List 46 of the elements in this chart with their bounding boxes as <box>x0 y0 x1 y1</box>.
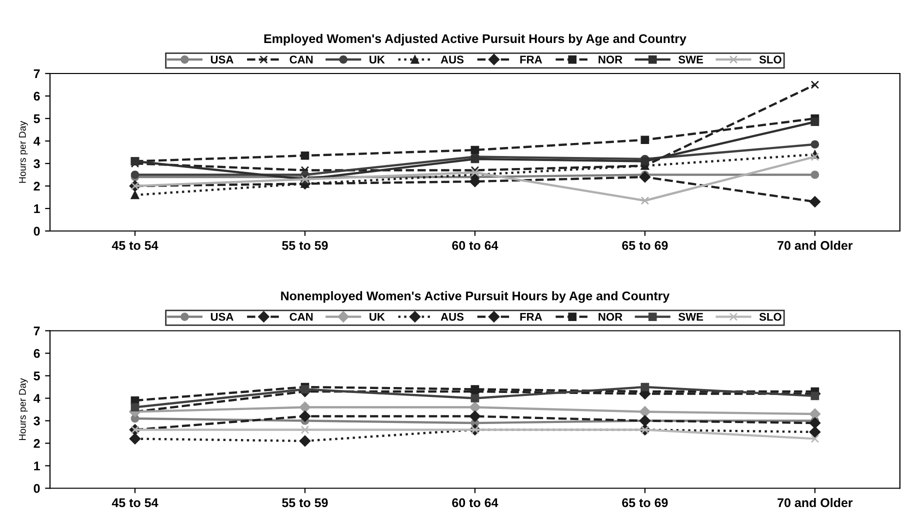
y-tick-label: 1 <box>34 204 40 214</box>
legend-label: SLO <box>759 312 782 321</box>
x-tick-label: 60 to 64 <box>452 498 498 508</box>
legend-label: SWE <box>678 56 704 64</box>
legend-label: UK <box>370 313 385 321</box>
y-tick-label: 7 <box>34 69 40 78</box>
legend-label: NOR <box>598 56 622 64</box>
legend-label: AUS <box>440 56 464 64</box>
y-tick-label: 2 <box>34 439 40 448</box>
legend-label: USA <box>210 312 234 321</box>
chart-title: Nonemployed Women's Active Pursuit Hours by Age and Country <box>281 291 670 303</box>
y-tick-label: 3 <box>34 159 40 168</box>
legend-label: UK <box>370 56 385 64</box>
legend-label: CAN <box>290 312 313 321</box>
x-tick-label: 55 to 59 <box>282 241 328 250</box>
y-tick-label: 0 <box>34 484 40 493</box>
legend-label: SWE <box>678 312 704 321</box>
legend-label: SLO <box>759 56 782 64</box>
y-tick-label: 7 <box>34 326 40 336</box>
legend-label: USA <box>210 56 234 64</box>
x-tick-label: 45 to 54 <box>112 241 158 250</box>
x-tick-label: 55 to 59 <box>282 498 328 508</box>
y-tick-label: 6 <box>34 349 40 358</box>
y-axis-title: Hours per Day <box>19 120 28 183</box>
x-tick-label: 70 and Older <box>778 498 853 508</box>
y-tick-label: 5 <box>34 114 40 124</box>
y-tick-label: 4 <box>34 136 40 146</box>
x-tick-label: 70 and Older <box>778 240 853 250</box>
y-tick-label: 3 <box>34 416 40 426</box>
y-tick-label: 0 <box>34 226 40 236</box>
y-tick-label: 6 <box>34 92 40 101</box>
x-tick-label: 65 to 69 <box>622 241 668 250</box>
y-tick-label: 4 <box>34 394 40 403</box>
legend-label: NOR <box>598 312 622 321</box>
legend-label: FRA <box>520 313 542 321</box>
y-tick-label: 2 <box>34 182 40 191</box>
chart-title: Employed Women's Adjusted Active Pursuit Hours by Age and Country <box>264 34 686 46</box>
legend-label: CAN <box>290 56 313 64</box>
y-tick-label: 5 <box>34 372 40 380</box>
x-tick-label: 60 to 64 <box>452 241 498 250</box>
x-tick-label: 65 to 69 <box>622 498 668 508</box>
legend-label: AUS <box>440 312 464 321</box>
x-tick-label: 45 to 54 <box>112 498 158 508</box>
y-axis-title: Hours per Day <box>19 378 28 440</box>
legend-label: FRA <box>520 56 542 64</box>
y-tick-label: 1 <box>34 462 40 470</box>
